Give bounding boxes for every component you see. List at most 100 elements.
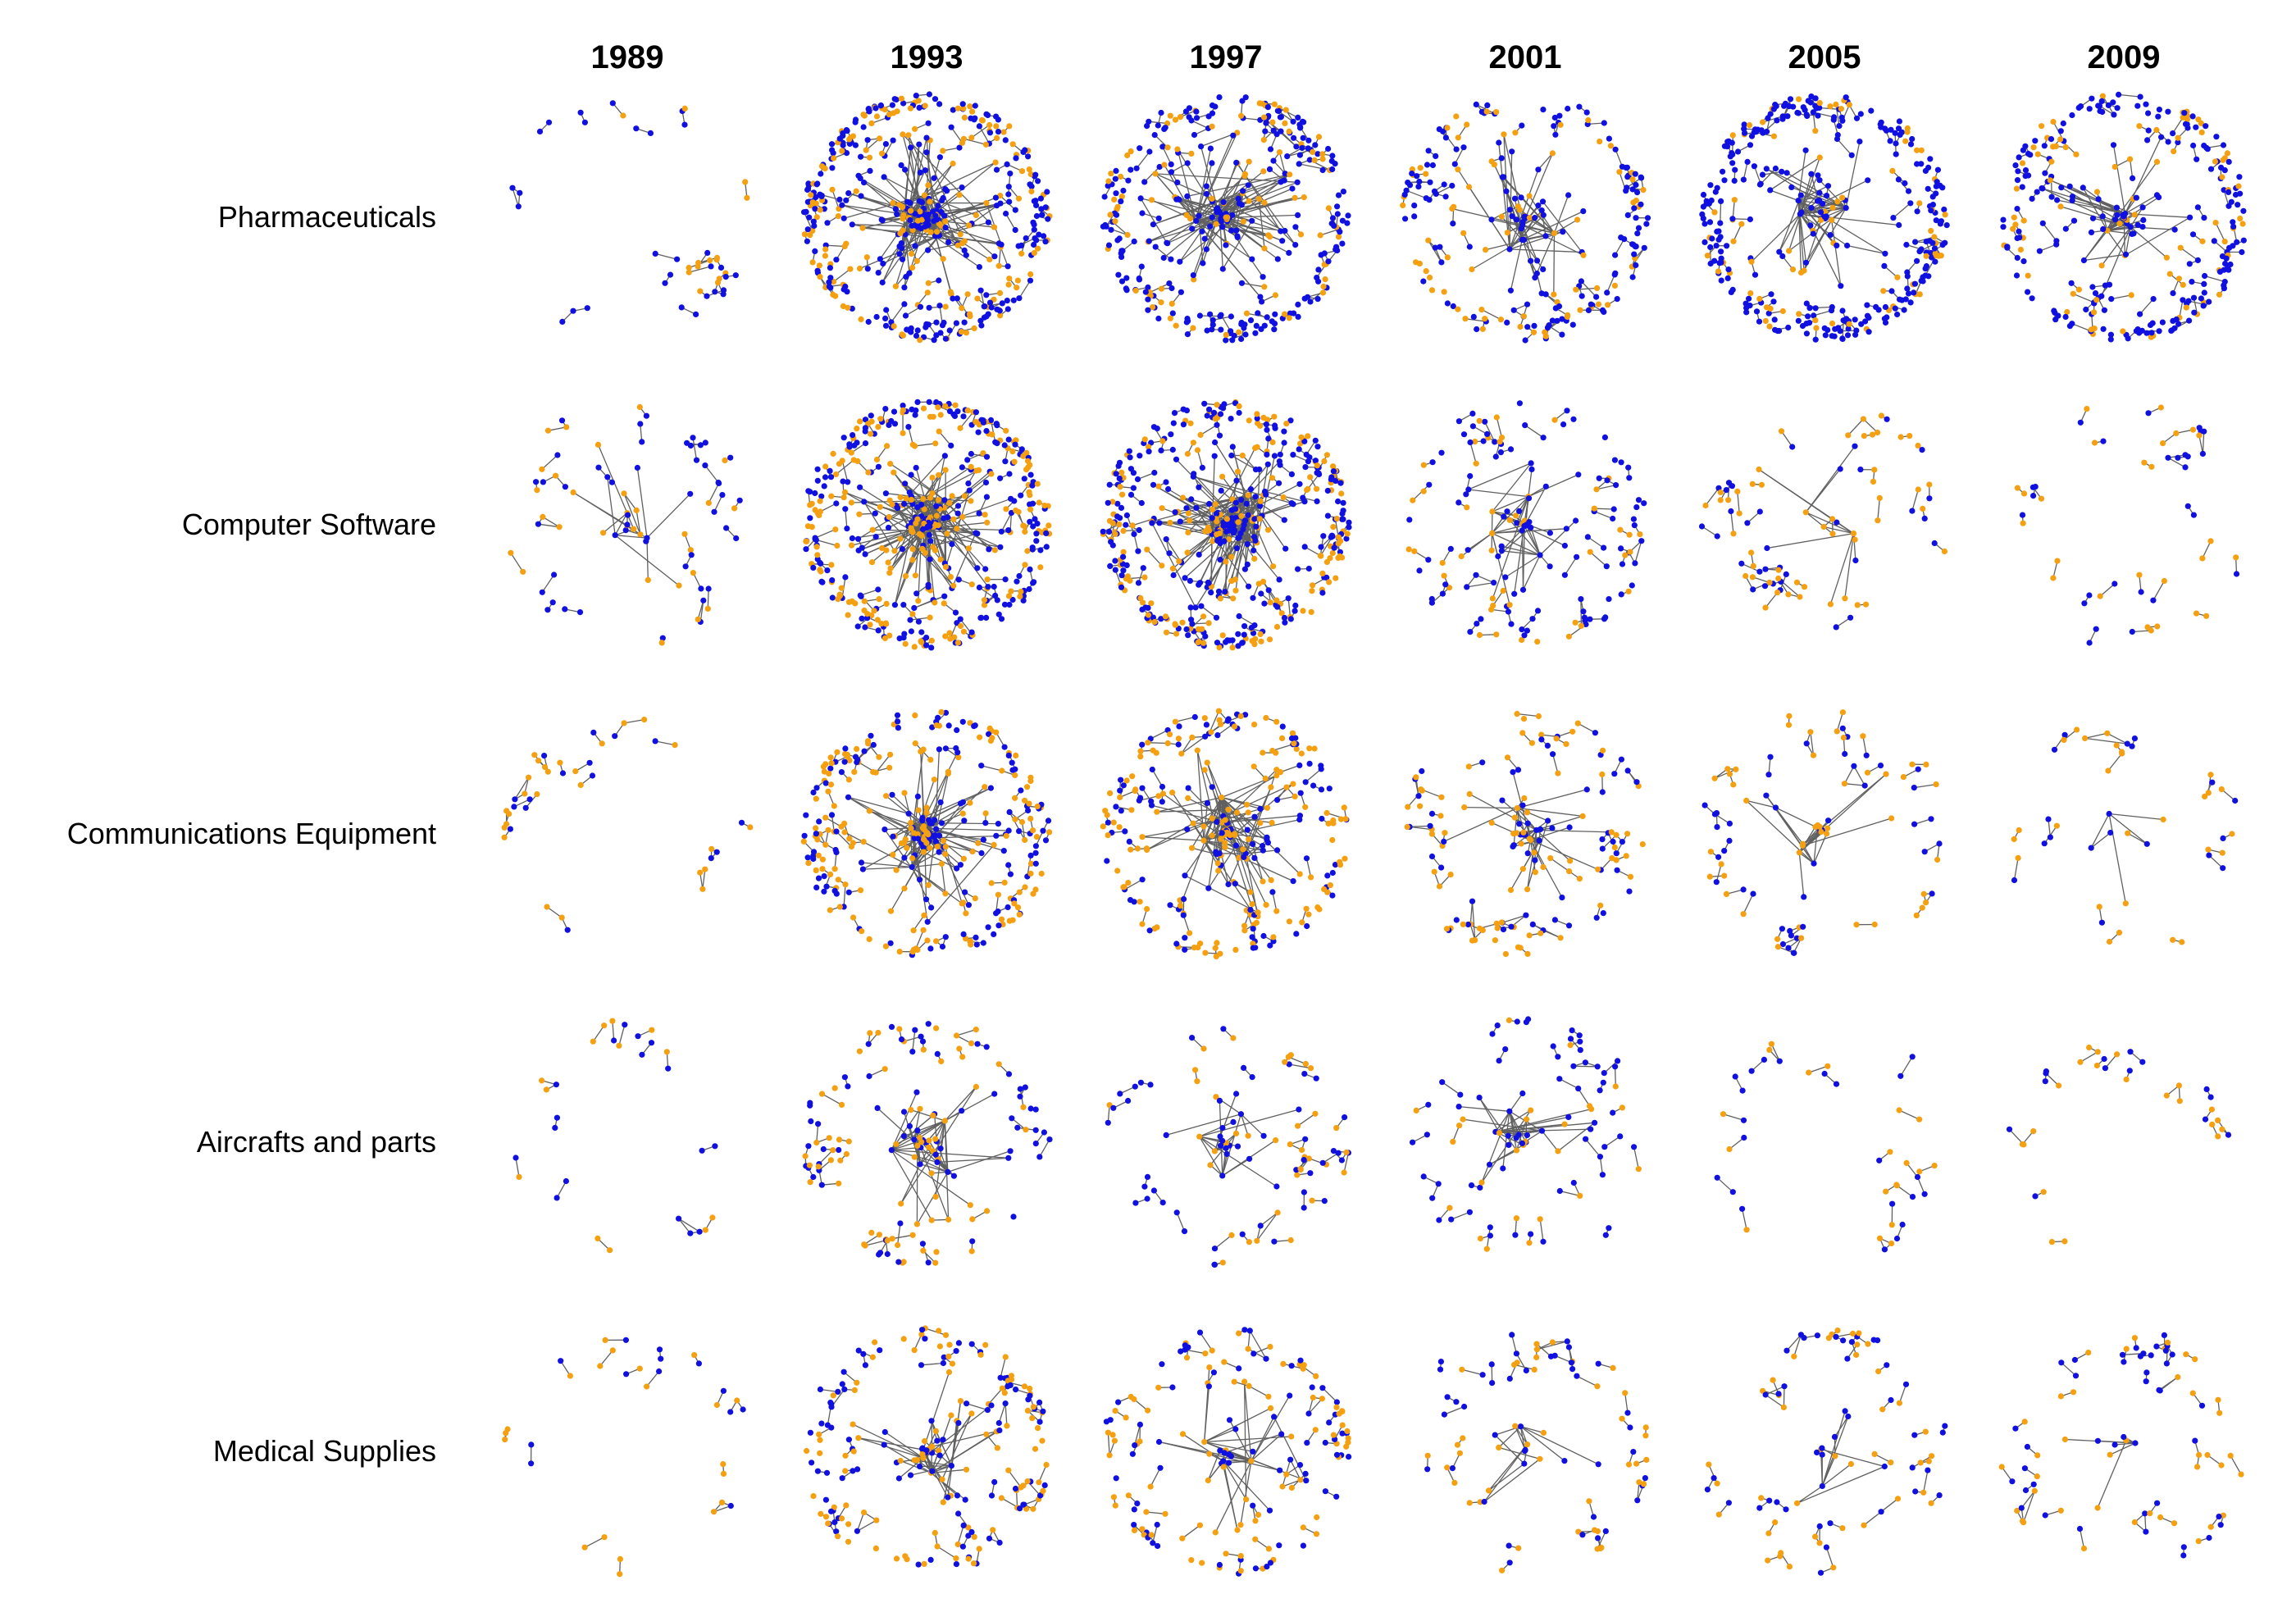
node — [1464, 504, 1470, 511]
edge — [836, 459, 854, 476]
node — [827, 474, 835, 480]
node — [1516, 207, 1524, 213]
node — [1156, 163, 1163, 171]
node — [1177, 518, 1183, 525]
node — [1003, 506, 1009, 512]
node — [903, 495, 909, 502]
node — [1116, 235, 1123, 242]
node — [1892, 305, 1898, 312]
node — [936, 154, 943, 161]
node — [1289, 185, 1296, 192]
node — [1285, 595, 1292, 602]
node — [892, 283, 899, 289]
node — [1009, 596, 1016, 603]
node — [806, 214, 813, 221]
node — [713, 254, 721, 261]
node — [2134, 221, 2141, 228]
node — [1438, 449, 1445, 456]
node — [1167, 112, 1173, 119]
node — [1036, 499, 1042, 506]
node — [812, 535, 818, 541]
node — [1410, 497, 1416, 503]
edge — [910, 474, 945, 501]
node — [1194, 447, 1201, 453]
node — [971, 325, 977, 331]
edge — [1589, 551, 1607, 567]
node — [1216, 432, 1223, 439]
node — [1743, 309, 1750, 316]
node — [933, 319, 940, 326]
node — [864, 266, 871, 272]
node — [1551, 417, 1558, 423]
node — [937, 412, 944, 418]
node — [934, 229, 941, 235]
node — [1108, 226, 1114, 233]
node — [898, 95, 904, 102]
node — [1632, 171, 1638, 177]
node — [1513, 216, 1520, 223]
edge — [1484, 421, 1496, 443]
node — [862, 425, 868, 431]
node — [1747, 290, 1754, 297]
node — [901, 301, 908, 307]
node — [950, 160, 956, 167]
node — [1249, 217, 1255, 224]
edge — [1911, 489, 1919, 512]
node — [866, 154, 873, 161]
node — [1296, 480, 1303, 487]
node — [1320, 283, 1327, 290]
node — [1027, 271, 1034, 278]
node — [1805, 313, 1811, 320]
node — [2198, 129, 2205, 136]
node — [2093, 189, 2101, 195]
node — [1534, 608, 1542, 614]
node — [1852, 317, 1858, 323]
node — [1235, 631, 1241, 637]
edge — [909, 617, 931, 621]
edge — [1538, 153, 1553, 171]
node — [2000, 216, 2007, 223]
edge — [636, 510, 641, 535]
node — [1602, 614, 1609, 621]
node — [1565, 192, 1572, 198]
node — [1193, 217, 1200, 225]
node — [814, 466, 821, 472]
node — [1008, 588, 1014, 594]
node — [1905, 188, 1912, 194]
node — [900, 256, 906, 262]
edge — [615, 535, 648, 539]
node — [1118, 253, 1125, 260]
node — [1232, 587, 1239, 594]
network-panel-r0-c2 — [1100, 94, 1351, 344]
node — [1167, 315, 1173, 321]
node — [1617, 526, 1624, 533]
node — [1458, 553, 1465, 560]
node — [1174, 146, 1181, 153]
node — [926, 304, 932, 311]
node — [1212, 439, 1219, 446]
edge — [1171, 162, 1188, 173]
node — [1334, 203, 1341, 210]
node — [1560, 421, 1567, 428]
node — [1018, 168, 1026, 175]
node — [2048, 136, 2055, 143]
node — [1929, 202, 1936, 208]
node — [1018, 589, 1024, 595]
node — [835, 596, 841, 603]
node — [1199, 626, 1205, 632]
edge — [1593, 511, 1613, 520]
node — [742, 179, 749, 185]
node — [1191, 276, 1197, 283]
node — [1923, 253, 1929, 259]
node — [2136, 330, 2143, 336]
node — [1831, 333, 1838, 339]
node — [1260, 414, 1267, 421]
node — [2190, 294, 2198, 301]
node — [936, 428, 942, 435]
node — [821, 483, 827, 490]
node — [1299, 144, 1305, 152]
node — [1532, 215, 1538, 221]
node — [909, 222, 915, 229]
node — [902, 640, 909, 647]
node — [946, 630, 953, 636]
